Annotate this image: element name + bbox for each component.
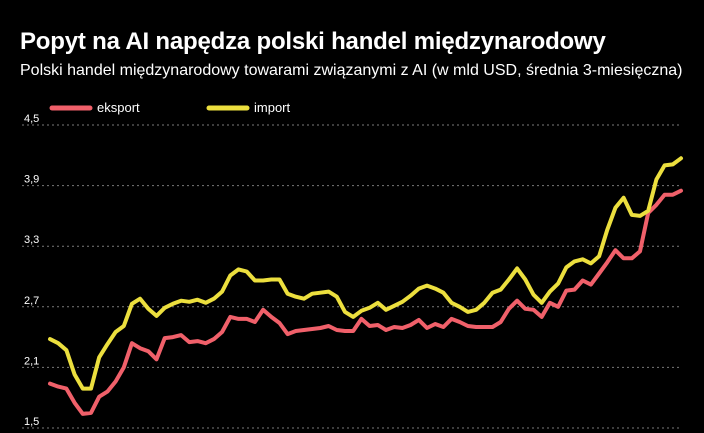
series-lines bbox=[48, 156, 683, 416]
legend-label-eksport: eksport bbox=[97, 100, 140, 115]
legend-label-import: import bbox=[254, 100, 291, 115]
y-tick-label: 3,3 bbox=[24, 234, 39, 246]
y-tick-label: 1,5 bbox=[24, 416, 39, 428]
chart-subtitle: Polski handel międzynarodowy towarami zw… bbox=[20, 62, 683, 79]
series-line-import bbox=[48, 156, 683, 391]
chart-title: Popyt na AI napędza polski handel między… bbox=[20, 28, 606, 55]
y-axis-ticks: 4,5 3,9 3,3 2,7 2,1 1,5 bbox=[24, 113, 39, 428]
series-line-eksport bbox=[48, 188, 683, 416]
legend: eksport import bbox=[49, 100, 291, 115]
y-tick-label: 3,9 bbox=[24, 174, 39, 186]
gridlines bbox=[22, 124, 681, 429]
y-tick-label: 2,1 bbox=[24, 355, 39, 367]
y-tick-label: 4,5 bbox=[24, 113, 39, 125]
y-tick-label: 2,7 bbox=[24, 295, 39, 307]
